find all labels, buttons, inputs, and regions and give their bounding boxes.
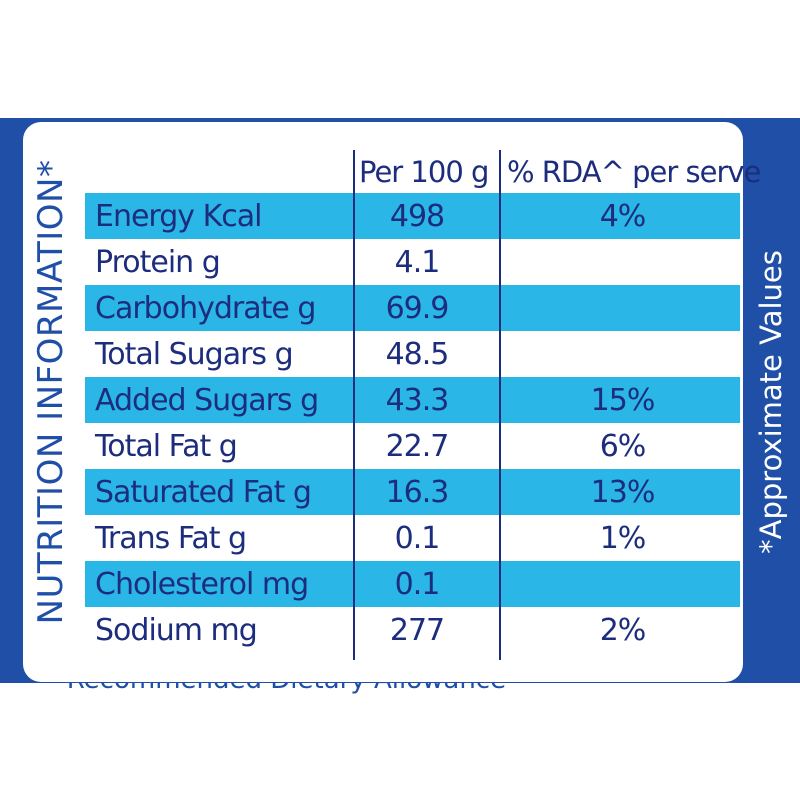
table-row: Energy Kcal 498 4% xyxy=(85,193,740,239)
side-title: NUTRITION INFORMATION* xyxy=(23,122,78,662)
per-100g-value: 43.3 xyxy=(385,382,450,418)
per-100g-value: 0.1 xyxy=(394,566,441,602)
table-row: Saturated Fat g 16.3 13% xyxy=(85,469,740,515)
side-note: *Approximate Values xyxy=(742,122,800,682)
rda-value xyxy=(505,285,740,331)
table-row: Protein g 4.1 xyxy=(85,239,740,285)
side-title-text: NUTRITION INFORMATION* xyxy=(30,159,71,625)
rda-value: 1% xyxy=(599,520,647,556)
header-nutrient xyxy=(95,150,350,193)
per-100g-value: 277 xyxy=(389,612,445,648)
table-row: Sodium mg 277 2% xyxy=(85,607,740,653)
side-note-text: *Approximate Values xyxy=(754,250,788,554)
nutrient-name: Added Sugars g xyxy=(95,382,319,418)
per-100g-value: 0.1 xyxy=(394,520,441,556)
rda-value: 15% xyxy=(590,382,656,418)
per-100g-value: 498 xyxy=(389,198,445,234)
nutrient-name: Protein g xyxy=(95,244,221,280)
nutrient-name: Sodium mg xyxy=(95,612,258,648)
per-100g-value: 16.3 xyxy=(385,474,450,510)
table-row: Cholesterol mg 0.1 xyxy=(85,561,740,607)
table-row: Total Fat g 22.7 6% xyxy=(85,423,740,469)
table-row: Added Sugars g 43.3 15% xyxy=(85,377,740,423)
per-100g-value: 22.7 xyxy=(385,428,450,464)
rda-value: 13% xyxy=(590,474,656,510)
nutrient-name: Trans Fat g xyxy=(95,520,247,556)
rda-value: 4% xyxy=(599,198,647,234)
table-row: Trans Fat g 0.1 1% xyxy=(85,515,740,561)
rda-value: 6% xyxy=(599,428,647,464)
footer-note: ^Recommended Dietary Allowance xyxy=(45,682,525,700)
nutrition-table: Per 100 g % RDA^ per serve Energy Kcal 4… xyxy=(85,150,761,653)
rda-value xyxy=(505,239,740,285)
nutrient-name: Energy Kcal xyxy=(95,198,262,234)
nutrient-name: Saturated Fat g xyxy=(95,474,312,510)
column-divider xyxy=(353,150,355,660)
nutrient-name: Carbohydrate g xyxy=(95,290,316,326)
footer-note-text: ^Recommended Dietary Allowance xyxy=(45,682,506,695)
column-divider xyxy=(499,150,501,660)
per-100g-value: 4.1 xyxy=(394,244,441,280)
rda-value xyxy=(505,561,740,607)
nutrient-name: Total Fat g xyxy=(95,428,238,464)
header-per-100g: Per 100 g xyxy=(359,154,489,189)
per-100g-value: 69.9 xyxy=(385,290,450,326)
table-row: Carbohydrate g 69.9 xyxy=(85,285,740,331)
rda-value xyxy=(505,331,740,377)
nutrient-name: Total Sugars g xyxy=(95,336,294,372)
table-header: Per 100 g % RDA^ per serve xyxy=(85,150,761,193)
nutrient-name: Cholesterol mg xyxy=(95,566,309,602)
rda-value: 2% xyxy=(599,612,647,648)
header-rda: % RDA^ per serve xyxy=(507,154,761,189)
per-100g-value: 48.5 xyxy=(385,336,450,372)
table-row: Total Sugars g 48.5 xyxy=(85,331,740,377)
